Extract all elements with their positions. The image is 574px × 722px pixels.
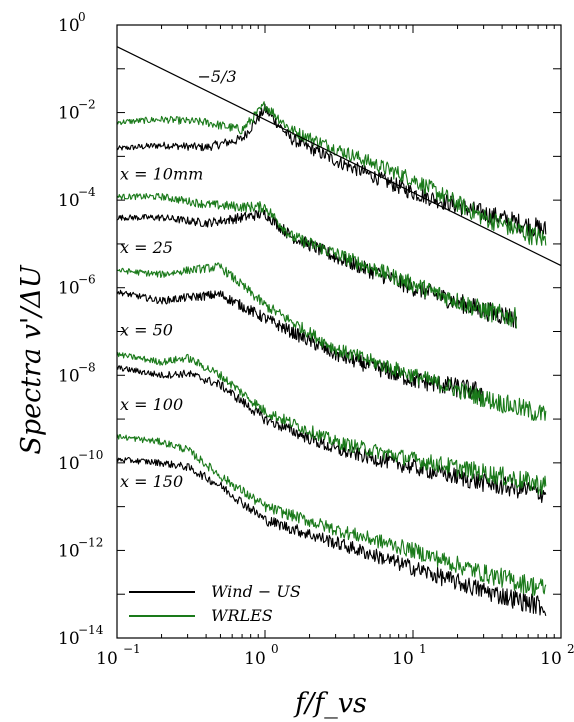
x-tick-label: 10 — [244, 649, 266, 669]
y-tick-exponent: −10 — [78, 448, 103, 462]
y-tick-label: 10 — [58, 16, 80, 36]
axis-ticks: 10 −1 10 0 10 1 10 210010−210−410−610−810−1010−… — [58, 10, 574, 669]
reference-slope-line — [116, 46, 562, 267]
x-axis-title: f/f_vs — [293, 688, 367, 719]
station-label: x = 50 — [120, 321, 173, 340]
series-wind-us-x-10mm — [116, 103, 547, 239]
y-tick-label: 10 — [58, 279, 80, 299]
x-tick-exponent: 0 — [271, 642, 279, 656]
legend-label: Wind − US — [211, 582, 301, 601]
station-label: x = 100 — [120, 395, 183, 414]
x-tick-label: 10 — [392, 649, 414, 669]
x-tick-label: 10 — [96, 649, 118, 669]
plot-area — [117, 25, 561, 638]
y-tick-exponent: −4 — [78, 185, 96, 199]
station-label: x = 25 — [120, 238, 173, 257]
series-wind-us-x-100 — [116, 365, 547, 504]
y-tick-label: 10 — [58, 104, 80, 124]
station-label: x = 10mm — [120, 164, 203, 183]
station-annotations: x = 10mm x = 25 x = 50 x = 100 x = 150 — [120, 164, 203, 491]
legend-box — [125, 578, 315, 630]
series-layer — [116, 101, 547, 617]
series-wrles-x-25 — [116, 192, 517, 329]
y-tick-exponent: −8 — [78, 360, 96, 374]
reference-slope-label: −5/3 — [198, 67, 237, 86]
x-tick-exponent: −1 — [123, 642, 141, 656]
x-tick-label: 10 — [540, 649, 562, 669]
series-wind-us-x-25 — [116, 208, 517, 329]
plot-background — [117, 25, 561, 638]
reference-slope-layer: −5/3 — [116, 46, 562, 267]
legend: Wind − US WRLES — [125, 578, 315, 630]
series-wrles-x-150 — [116, 434, 547, 596]
y-tick-label: 10 — [58, 454, 80, 474]
y-tick-exponent: −2 — [78, 98, 96, 112]
y-tick-exponent: −12 — [78, 535, 103, 549]
series-wrles-x-50 — [116, 262, 547, 421]
y-tick-exponent: 0 — [78, 10, 86, 24]
legend-label: WRLES — [211, 606, 273, 625]
y-axis-title: Spectra v'/ΔU — [16, 264, 47, 455]
y-tick-exponent: −14 — [78, 623, 104, 637]
station-label: x = 150 — [120, 472, 183, 491]
series-wind-us-x-150 — [116, 456, 547, 617]
y-tick-exponent: −6 — [78, 273, 96, 287]
y-tick-label: 10 — [58, 191, 80, 211]
x-tick-exponent: 2 — [567, 642, 574, 656]
series-wrles-x-100 — [116, 352, 547, 495]
y-tick-label: 10 — [58, 366, 80, 386]
series-wrles-x-10mm — [116, 101, 547, 246]
y-tick-label: 10 — [58, 541, 80, 561]
y-tick-label: 10 — [58, 629, 80, 649]
x-tick-exponent: 1 — [419, 642, 427, 656]
